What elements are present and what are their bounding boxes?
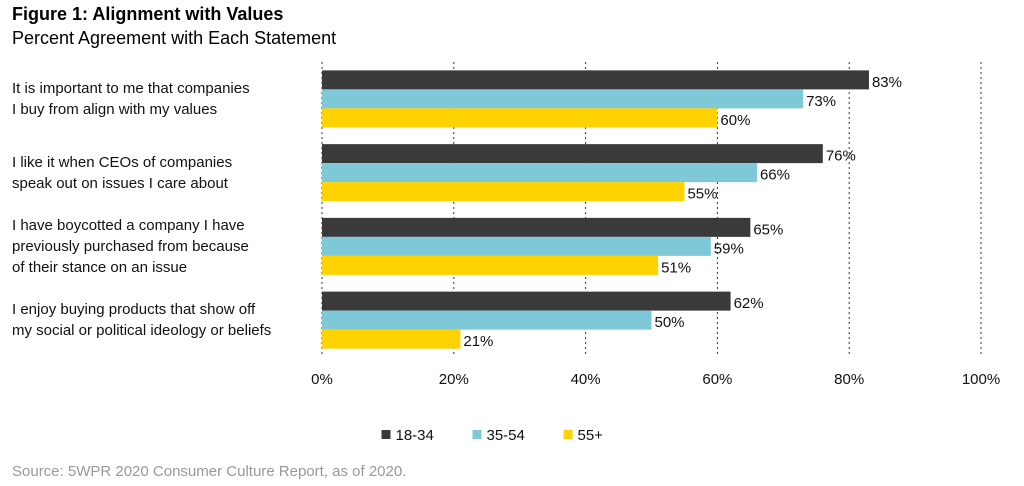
value-label: 21%: [463, 333, 493, 350]
bar: [322, 89, 804, 109]
legend-label: 35-54: [487, 427, 525, 444]
value-label: 60%: [720, 112, 750, 129]
value-label: 50%: [655, 314, 685, 331]
legend-swatch: [381, 430, 391, 439]
x-tick-label: 40%: [571, 371, 601, 388]
legend-label: 55+: [578, 427, 604, 444]
bar: [322, 291, 731, 311]
x-tick-label: 100%: [962, 371, 1000, 388]
x-tick-label: 20%: [439, 371, 469, 388]
value-label: 62%: [734, 295, 764, 312]
source-note: Source: 5WPR 2020 Consumer Culture Repor…: [12, 463, 407, 480]
legend-swatch: [563, 430, 573, 439]
bar: [322, 255, 659, 275]
legend-swatch: [472, 430, 482, 439]
x-tick-label: 60%: [702, 371, 732, 388]
value-label: 65%: [753, 221, 783, 238]
y-tick-label: I enjoy buying products that show off my…: [12, 301, 272, 340]
y-tick-label: I have boycotted a company I have previo…: [12, 216, 249, 276]
value-label: 55%: [687, 186, 717, 203]
bar: [322, 163, 757, 183]
y-tick-label: I like it when CEOs of companies speak o…: [12, 153, 233, 192]
chart-subtitle: Percent Agreement with Each Statement: [12, 28, 337, 48]
x-tick-label: 80%: [834, 371, 864, 388]
bar: [322, 144, 823, 164]
bar: [322, 182, 685, 202]
x-tick-label: 0%: [311, 371, 333, 388]
value-label: 66%: [760, 167, 790, 184]
value-label: 51%: [661, 259, 691, 276]
value-label: 73%: [806, 93, 836, 110]
bar: [322, 108, 718, 128]
bar: [322, 310, 652, 330]
value-label: 59%: [714, 240, 744, 257]
y-tick-label: It is important to me that companies I b…: [12, 79, 250, 118]
value-label: 83%: [872, 74, 902, 91]
bar: [322, 217, 751, 237]
value-label: 76%: [826, 148, 856, 165]
bar: [322, 236, 711, 256]
bar: [322, 329, 461, 349]
bar: [322, 70, 869, 90]
legend-label: 18-34: [396, 427, 434, 444]
chart-title: Figure 1: Alignment with Values: [12, 4, 284, 24]
